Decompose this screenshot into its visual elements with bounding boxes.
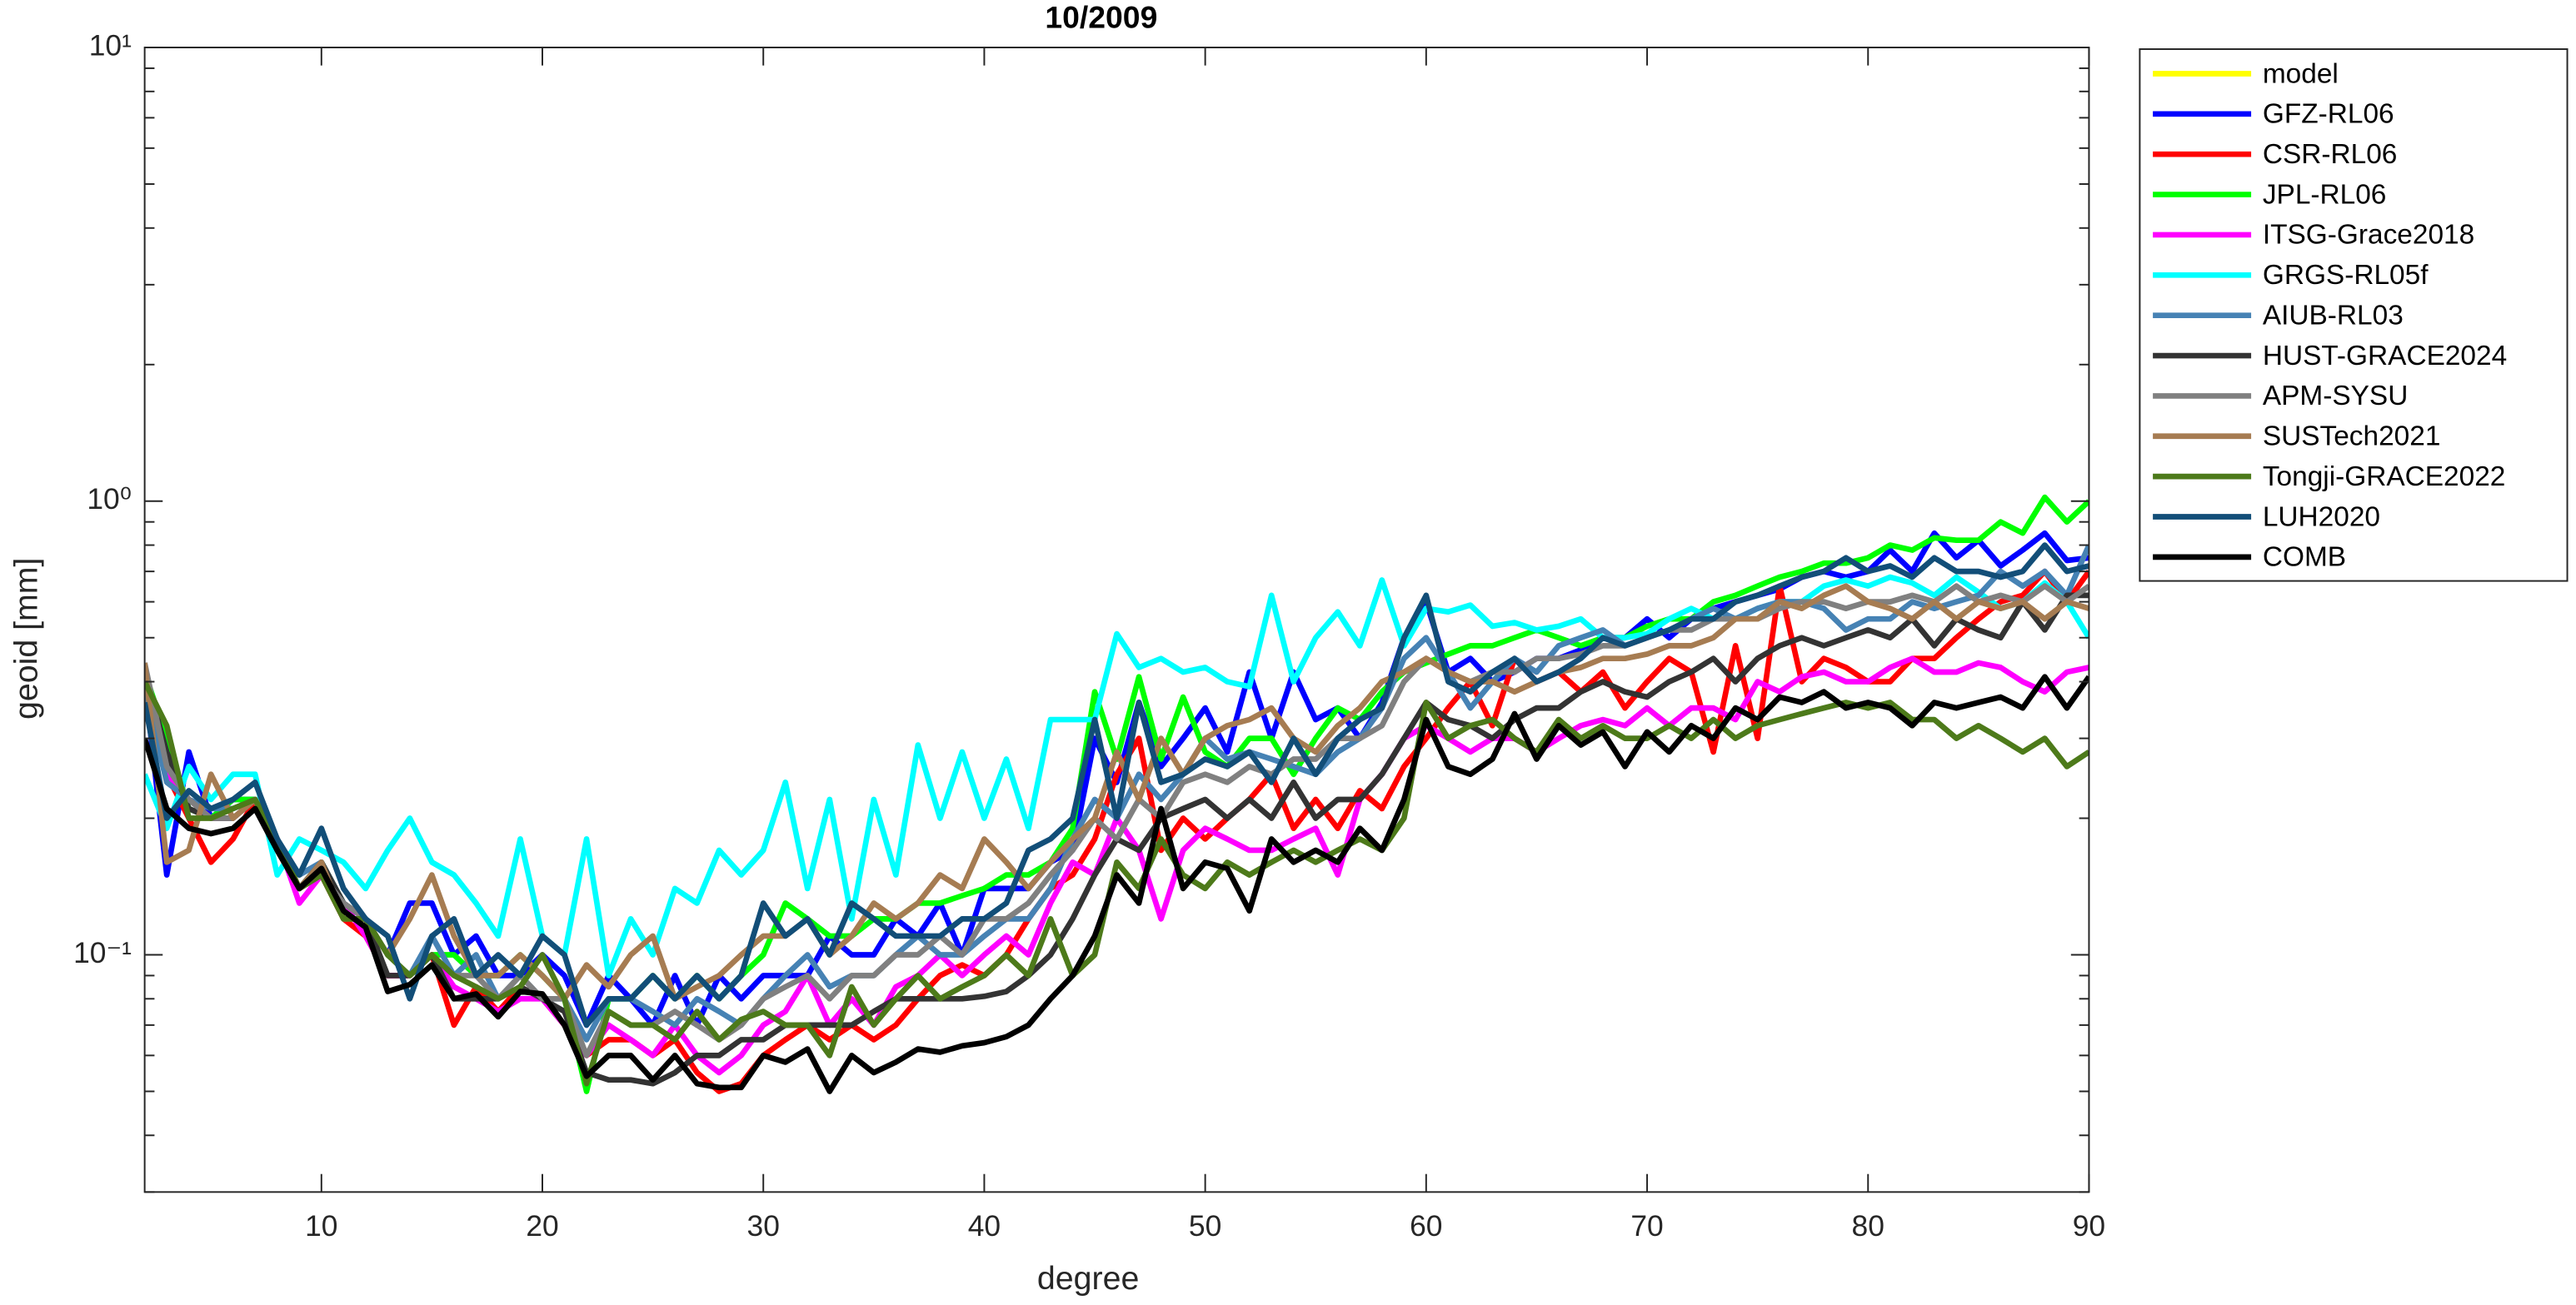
x-tick-label: 40 [968,1210,1001,1243]
series-line [144,674,2089,1094]
x-tick-label: 70 [1630,1210,1663,1243]
x-axis-label: degree [1037,1260,1139,1297]
legend-label: ITSG-Grace2018 [2263,220,2474,251]
legend-label: COMB [2263,542,2346,573]
y-tick-label: 10¹ [89,29,132,62]
x-tick-label: 30 [747,1210,780,1243]
legend-label: GRGS-RL05f [2263,260,2429,291]
legend-label: GFZ-RL06 [2263,99,2394,130]
legend-label: model [2263,58,2339,89]
y-tick-label: 10⁻¹ [73,937,132,969]
y-tick-label: 10⁰ [87,483,132,516]
series-line [144,680,2089,1087]
legend-label: APM-SYSU [2263,381,2408,411]
plot-area [144,47,2089,1193]
x-tick-label: 20 [526,1210,558,1243]
x-tick-label: 10 [305,1210,337,1243]
legend-label: CSR-RL06 [2263,139,2398,170]
legend-label: Tongji-GRACE2022 [2263,461,2506,492]
x-tick-label: 50 [1189,1210,1221,1243]
axes-box [143,47,2090,1193]
y-axis-label: geoid [mm] [7,558,44,720]
chart-title: 10/2009 [1045,0,1157,34]
legend: model GFZ-RL06 CSR-RL06 JPL-RL06 ITSG-Grace2… [2139,48,2569,582]
series-line [144,542,2089,1029]
legend-label: LUH2020 [2263,501,2380,532]
lines [144,494,2089,1094]
x-tick-label: 80 [1852,1210,1885,1243]
legend-label: SUSTech2021 [2263,421,2441,452]
legend-label: JPL-RL06 [2263,179,2387,210]
axes: 10 20 30 40 50 60 70 80 90 10⁻¹ 10⁰ 10¹ [73,29,2105,1243]
x-tick-label: 90 [2073,1210,2105,1243]
legend-label: AIUB-RL03 [2263,300,2404,331]
legend-label: HUST-GRACE2024 [2263,341,2507,371]
x-tick-label: 60 [1410,1210,1442,1243]
